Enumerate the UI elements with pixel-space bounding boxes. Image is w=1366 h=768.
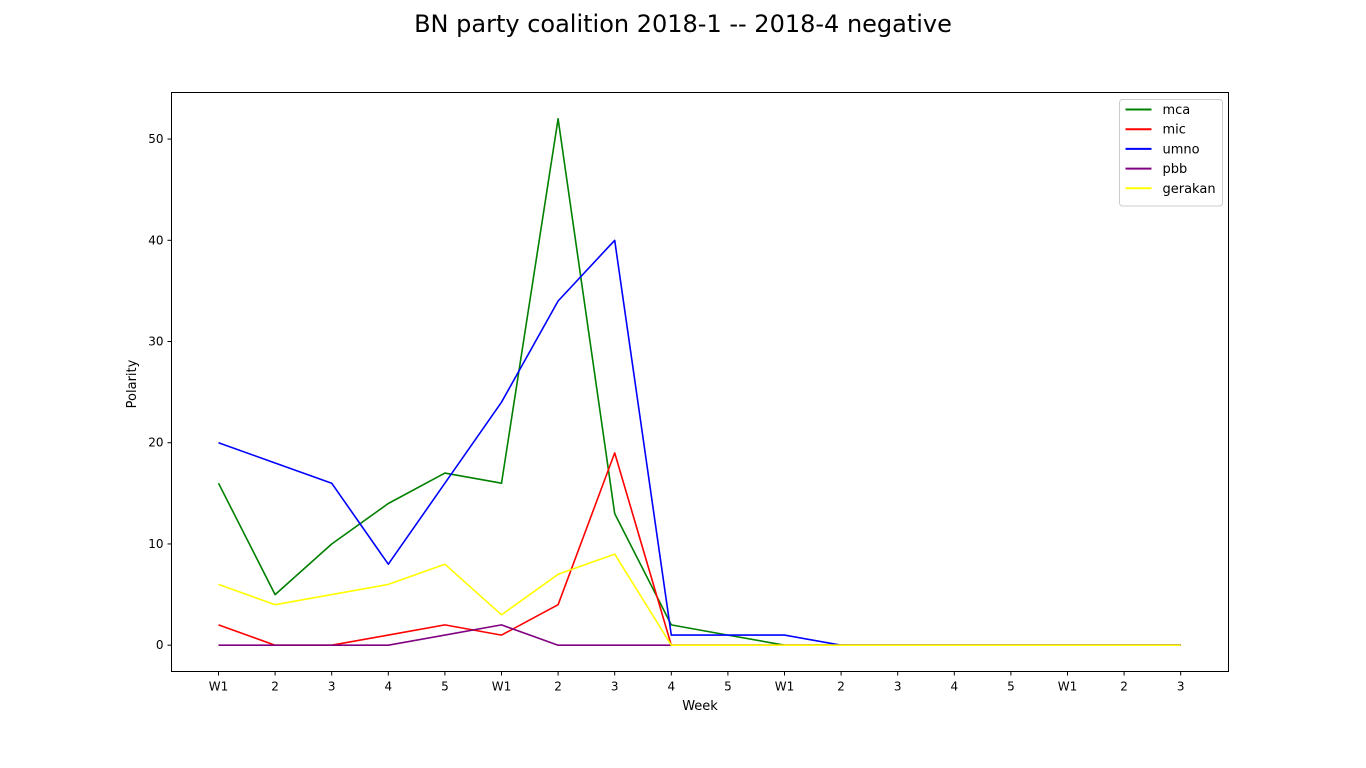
x-tick-label: W1 xyxy=(1058,680,1078,694)
y-tick-label: 40 xyxy=(148,233,163,247)
series-line-umno xyxy=(218,239,1181,647)
legend-box xyxy=(1119,99,1223,207)
x-axis-label: Week xyxy=(682,699,718,714)
x-tick-label: 5 xyxy=(1007,680,1015,694)
y-tick-label: 0 xyxy=(156,638,164,652)
x-tick-label: 5 xyxy=(724,680,732,694)
x-tick-label: W1 xyxy=(492,680,512,694)
x-tick-label: 5 xyxy=(441,680,449,694)
plot-frame xyxy=(171,92,1229,672)
x-tick-label: 4 xyxy=(667,680,675,694)
series-line-mic xyxy=(218,452,1181,647)
y-tick-label: 20 xyxy=(148,436,163,450)
series-line-mca xyxy=(217,118,1181,647)
x-tick-label: 2 xyxy=(1120,680,1128,694)
x-tick-label: 2 xyxy=(837,680,845,694)
legend-label-mic: mic xyxy=(1163,123,1186,138)
x-tick-label: 4 xyxy=(950,680,958,694)
y-tick-label: 30 xyxy=(148,335,163,349)
x-axis-ticks: W1 2 3 4 5 W1 2 3 4 5 W1 2 3 4 5 W1 2 3 xyxy=(209,671,1185,694)
x-tick-label: 2 xyxy=(554,680,562,694)
x-tick-label: 4 xyxy=(384,680,392,694)
x-tick-label: W1 xyxy=(209,680,229,694)
y-tick-label: 50 xyxy=(148,132,163,146)
x-tick-label: 3 xyxy=(1177,680,1185,694)
legend-label-pbb: pbb xyxy=(1163,162,1188,177)
legend: mca mic umno pbb gerakan xyxy=(1119,99,1223,207)
legend-label-mca: mca xyxy=(1163,103,1191,118)
x-tick-label: 2 xyxy=(271,680,279,694)
chart-title: BN party coalition 2018-1 -- 2018-4 nega… xyxy=(414,10,952,38)
x-tick-label: 3 xyxy=(328,680,336,694)
x-tick-label: 3 xyxy=(894,680,902,694)
legend-label-umno: umno xyxy=(1163,142,1200,157)
x-tick-label: 3 xyxy=(611,680,619,694)
series-line-gerakan xyxy=(218,553,1181,647)
y-tick-label: 10 xyxy=(148,537,163,551)
x-tick-label: W1 xyxy=(775,680,795,694)
legend-label-gerakan: gerakan xyxy=(1163,182,1216,197)
y-axis-label: Polarity xyxy=(125,359,140,408)
y-axis-ticks: 0 10 20 30 40 50 xyxy=(148,132,172,652)
series-lines xyxy=(217,118,1181,647)
